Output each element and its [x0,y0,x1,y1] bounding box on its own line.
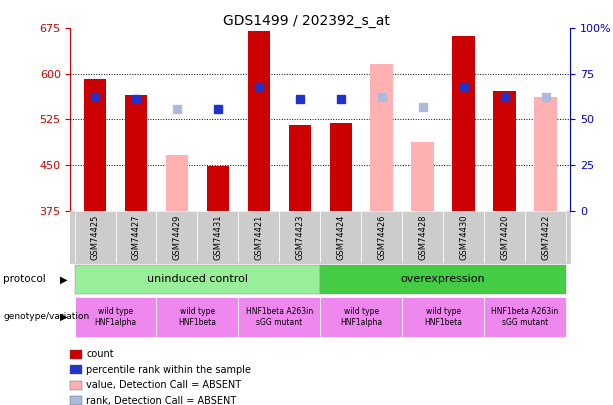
Bar [156,296,238,337]
Bar [75,265,321,294]
Bar [535,97,557,211]
Bar [525,211,566,263]
Text: GSM74430: GSM74430 [459,214,468,260]
Bar [402,296,484,337]
Text: wild type
HNF1alpha: wild type HNF1alpha [340,307,383,326]
Text: wild type
HNF1alpha: wild type HNF1alpha [94,307,137,326]
Bar [330,123,352,211]
Bar [493,91,516,211]
Text: wild type
HNF1beta: wild type HNF1beta [178,307,216,326]
Bar [321,211,361,263]
Bar [75,296,156,337]
Text: wild type
HNF1beta: wild type HNF1beta [424,307,462,326]
Text: count: count [86,350,114,359]
Text: ▶: ▶ [60,312,67,322]
Text: rank, Detection Call = ABSENT: rank, Detection Call = ABSENT [86,396,237,405]
Bar [84,79,106,211]
Text: protocol: protocol [3,275,46,284]
Bar [280,211,321,263]
Bar [484,296,566,337]
Bar [361,211,402,263]
Text: GSM74420: GSM74420 [500,214,509,260]
Text: GSM74427: GSM74427 [132,214,140,260]
Text: HNF1beta A263in
sGG mutant: HNF1beta A263in sGG mutant [246,307,313,326]
Text: overexpression: overexpression [401,275,485,284]
Text: GSM74424: GSM74424 [337,214,345,260]
Text: ▶: ▶ [60,275,67,284]
Bar [402,211,443,263]
Bar [156,211,197,263]
Bar [238,211,280,263]
Text: value, Detection Call = ABSENT: value, Detection Call = ABSENT [86,380,242,390]
Text: GSM74423: GSM74423 [295,214,304,260]
Text: uninduced control: uninduced control [147,275,248,284]
Bar [484,211,525,263]
Bar [238,296,321,337]
Text: GSM74431: GSM74431 [213,214,223,260]
Bar [289,125,311,211]
Bar [75,211,115,263]
Text: GDS1499 / 202392_s_at: GDS1499 / 202392_s_at [223,14,390,28]
Text: GSM74429: GSM74429 [172,214,181,260]
Text: GSM74421: GSM74421 [254,214,264,260]
Bar [321,265,566,294]
Text: GSM74428: GSM74428 [418,214,427,260]
Bar [197,211,238,263]
Text: genotype/variation: genotype/variation [3,312,89,322]
Bar [207,166,229,211]
Bar [452,36,475,211]
Bar [166,155,188,211]
Text: HNF1beta A263in
sGG mutant: HNF1beta A263in sGG mutant [492,307,558,326]
Bar [248,31,270,211]
Bar [321,296,402,337]
Bar [115,211,156,263]
Text: GSM74422: GSM74422 [541,214,550,260]
Bar [411,142,434,211]
Text: GSM74425: GSM74425 [91,214,99,260]
Bar [125,95,147,211]
Bar [370,64,393,211]
Text: percentile rank within the sample: percentile rank within the sample [86,365,251,375]
Text: GSM74426: GSM74426 [377,214,386,260]
Bar [443,211,484,263]
